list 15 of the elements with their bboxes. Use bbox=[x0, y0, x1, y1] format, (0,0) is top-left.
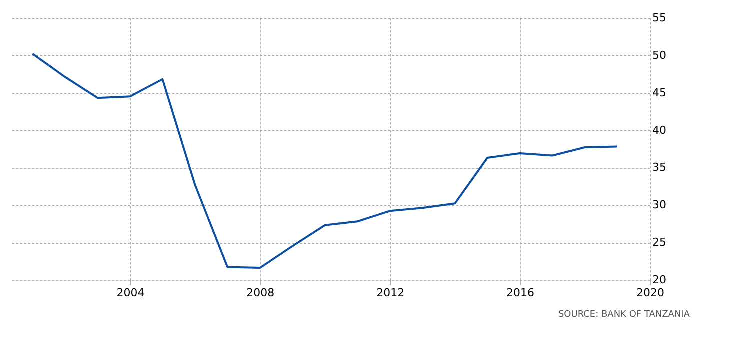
y-tick-label: 40 bbox=[652, 124, 666, 137]
x-tick-label: 2008 bbox=[246, 286, 275, 300]
y-tick-label: 30 bbox=[652, 198, 666, 212]
source-note: SOURCE: BANK OF TANZANIA bbox=[558, 310, 691, 320]
x-tick-label: 2020 bbox=[636, 286, 664, 300]
y-tick-label: 55 bbox=[652, 12, 666, 24]
y-tick-label: 25 bbox=[652, 236, 666, 250]
x-tick-label: 2016 bbox=[506, 286, 535, 300]
y-tick-label: 45 bbox=[652, 86, 666, 100]
y-tick-label: 35 bbox=[652, 161, 666, 174]
x-tick-label: 2004 bbox=[116, 286, 145, 300]
x-tick-label: 2012 bbox=[376, 286, 405, 300]
y-tick-label: 50 bbox=[652, 48, 666, 62]
y-tick-label: 20 bbox=[652, 274, 666, 286]
line-series bbox=[32, 52, 619, 270]
